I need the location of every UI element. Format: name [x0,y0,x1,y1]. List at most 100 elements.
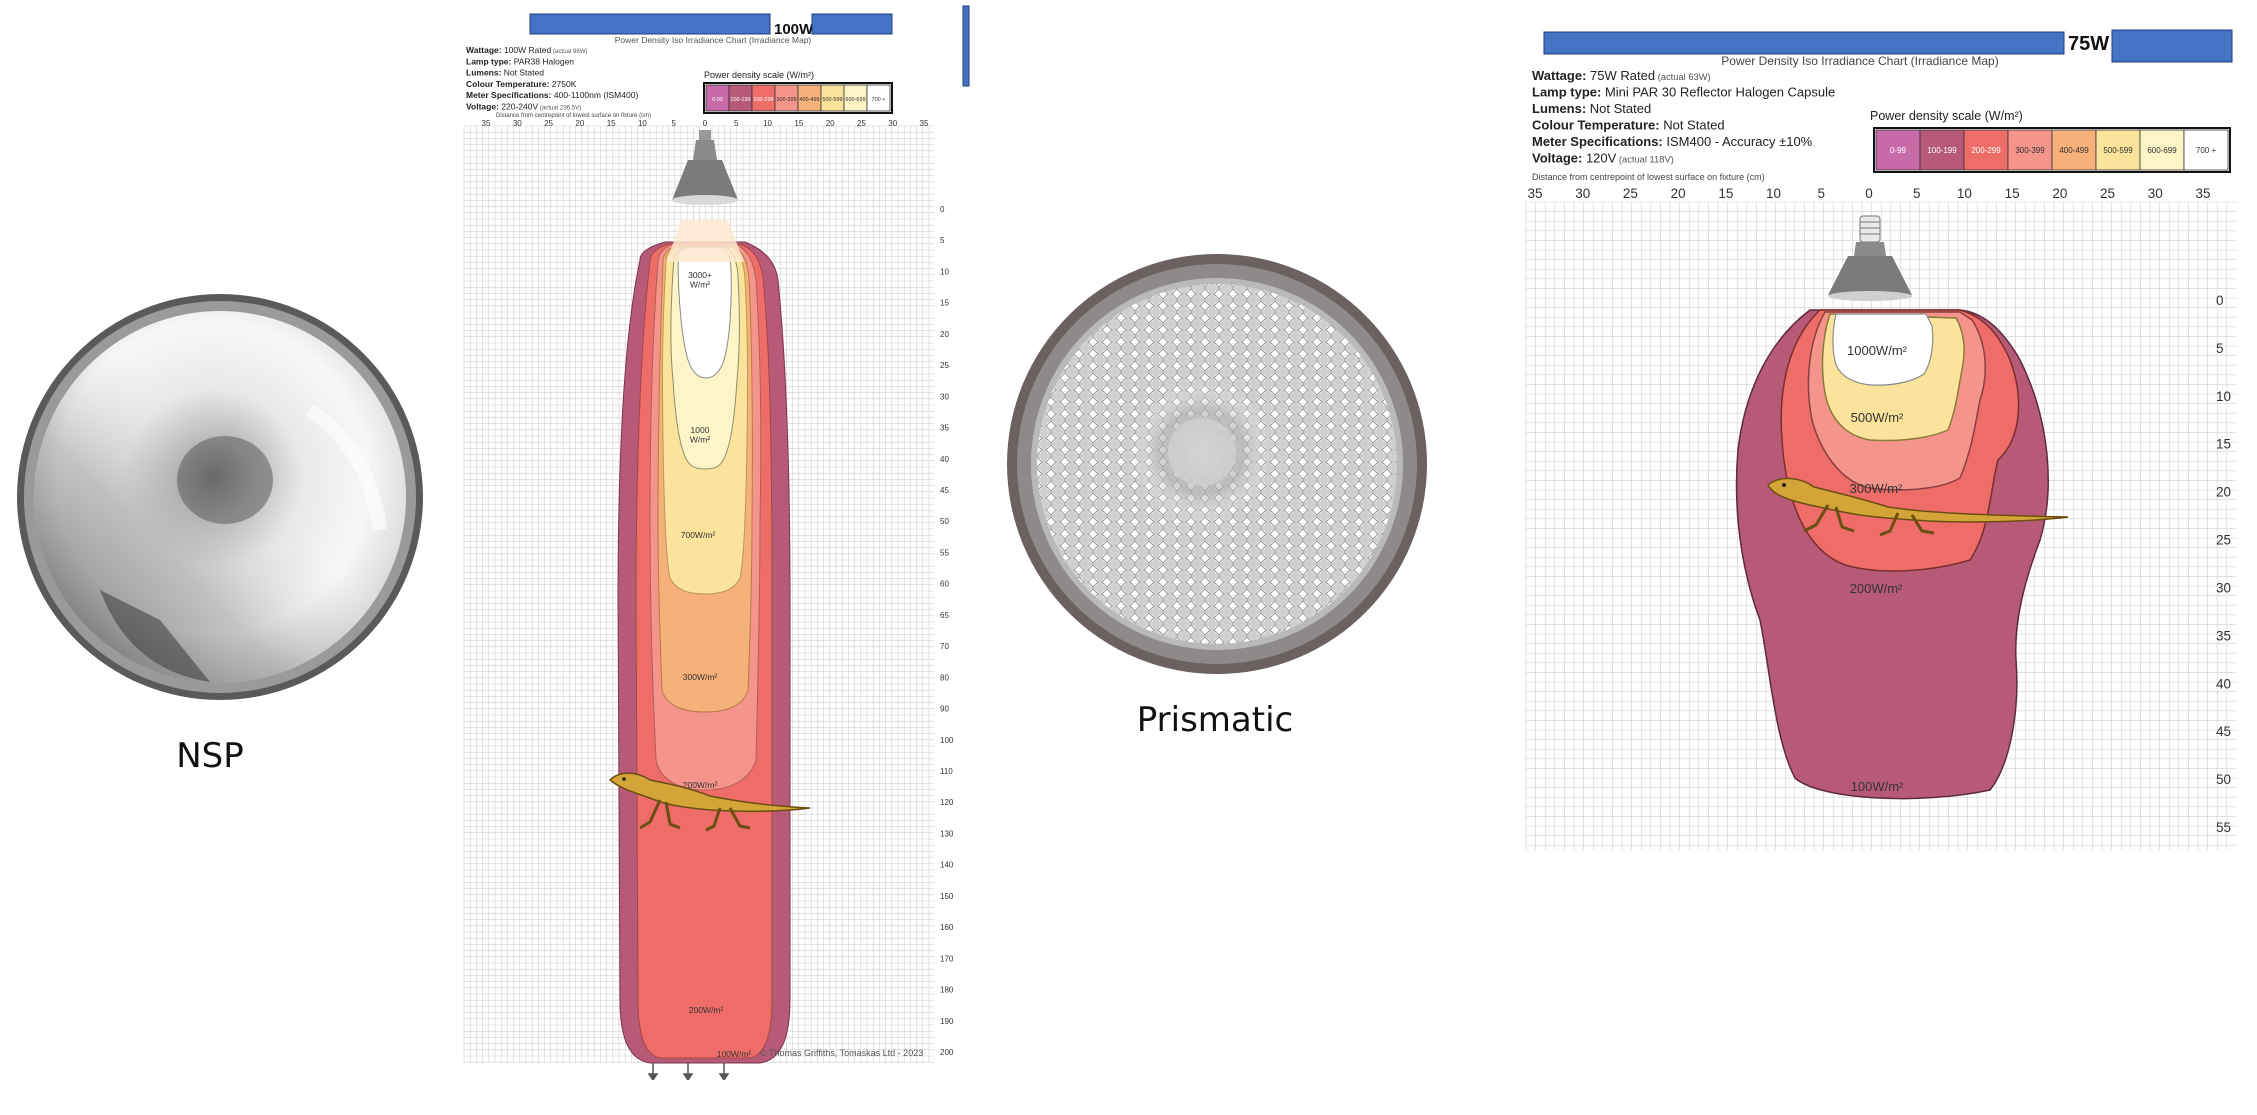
x-tick-label: 25 [2100,186,2115,201]
y-tick-label: 25 [2216,533,2231,548]
header-bar-left [529,13,771,35]
scale-label: 100-199 [1927,146,1957,155]
x-tick-label: 30 [888,119,897,128]
scale-label: 100-199 [730,97,750,103]
scale-label: 200-299 [753,97,773,103]
zone-label: 100W/m² [717,1049,752,1059]
x-tick-label: 35 [1527,186,1542,201]
x-tick-label: 25 [544,119,553,128]
y-tick-label: 5 [940,236,945,245]
y-tick-label: 15 [2216,437,2231,452]
y-tick-label: 20 [940,330,949,339]
y-tick-label: 150 [940,892,954,901]
y-tick-label: 50 [940,517,949,526]
scale-label: 500-599 [822,97,842,103]
x-axis-ticks: 35 30 25 20 15 10 5 0 5 10 15 20 25 30 35 [1527,186,2210,201]
scale-label: 500-599 [2103,146,2133,155]
scale-swatch [866,84,891,112]
spec-row: Voltage: 120V (actual 118V) [1532,151,1674,166]
scale-label: 600-699 [845,97,865,103]
y-tick-label: 40 [940,455,949,464]
scale-swatch [1963,129,2009,171]
x-tick-label: 15 [2005,186,2020,201]
zone-label: 200W/m² [683,780,718,790]
x-tick-label: 25 [857,119,866,128]
lamp-fixture-icon [1828,215,1912,301]
chart-title: Power Density Iso Irradiance Chart (Irra… [615,35,812,45]
y-tick-label: 90 [940,705,949,714]
scale-title: Power density scale (W/m²) [1870,109,2023,123]
spec-list: Wattage: 75W Rated (actual 63W) Lamp type… [1532,68,1835,166]
y-tick-label: 130 [940,829,954,838]
x-tick-label: 10 [638,119,647,128]
spec-row: Colour Temperature: 2750K [466,79,577,89]
nsp-bulb-photo [17,294,423,700]
irradiance-zones [1735,309,2049,800]
zone-label: 700W/m² [681,530,716,540]
x-tick-label: 5 [1818,186,1826,201]
y-tick-label: 40 [2216,676,2231,691]
y-tick-label: 80 [940,673,949,682]
y-tick-label: 10 [2216,389,2231,404]
chart-title: Power Density Iso Irradiance Chart (Irra… [1721,54,1998,68]
y-axis-ticks: 0 5 10 15 20 25 30 35 40 45 50 55 [2216,293,2231,835]
y-tick-label: 50 [2216,772,2231,787]
scale-swatch [2139,129,2185,171]
prismatic-bulb-photo [1007,254,1427,674]
scale-label: 700 + [2196,146,2217,155]
scale-label: 0-99 [712,97,723,103]
x-tick-label: 35 [2195,186,2210,201]
y-tick-label: 100 [940,736,954,745]
y-tick-label: 200 [940,1048,954,1057]
y-axis-ticks: 0 5 10 15 20 25 30 35 40 45 50 55 60 65 70 80 90 100 110 12… [940,205,954,1057]
y-tick-label: 110 [940,767,953,776]
irradiance-chart-75w: 75W Power Density Iso Irradiance Chart (… [1525,29,2236,850]
x-axis-ticks: 35 30 25 20 15 10 5 0 5 10 15 20 25 30 35 [482,119,929,128]
wattage-badge: 75W [2068,33,2109,55]
y-tick-label: 10 [940,267,949,276]
spec-row: Wattage: 75W Rated (actual 63W) [1532,68,1711,83]
zone-label: W/m² [690,279,710,289]
edge-bar [962,5,970,87]
y-tick-label: 55 [940,548,949,557]
scale-label: 700 + [872,97,886,103]
x-tick-label: 30 [513,119,522,128]
x-tick-label: 20 [2052,186,2067,201]
scale-label: 300-399 [2015,146,2045,155]
irradiance-zones [617,220,791,1064]
y-tick-label: 25 [940,361,949,370]
scale-label: 400-499 [799,97,819,103]
x-tick-label: 25 [1623,186,1638,201]
y-tick-label: 170 [940,954,954,963]
y-tick-label: 190 [940,1017,954,1026]
x-tick-label: 20 [826,119,835,128]
spec-row: Colour Temperature: Not Stated [1532,118,1725,133]
y-tick-label: 180 [940,986,954,995]
nsp-caption: NSP [176,736,244,776]
zone-label: 200W/m² [1850,581,1903,596]
scale-swatch [1919,129,1965,171]
zone-label: 1000W/m² [1847,343,1908,358]
y-tick-label: 35 [2216,628,2231,643]
y-tick-label: 35 [940,424,949,433]
spec-row: Meter Specifications: ISM400 - Accuracy … [1532,134,1813,149]
y-tick-label: 0 [940,205,945,214]
y-tick-label: 30 [2216,580,2231,595]
x-tick-label: 20 [575,119,584,128]
header-bar-right [811,13,893,35]
x-tick-label: 0 [1865,186,1873,201]
zone-labels: 1000W/m² 500W/m² 300W/m² 200W/m² 100W/m² [1847,343,1908,794]
x-tick-label: 30 [2148,186,2163,201]
copyright-credit: © Thomas Griffiths, Tomaskas Ltd - 2023 [760,1048,923,1058]
x-tick-label: 5 [671,119,676,128]
x-tick-label: 35 [920,119,929,128]
scale-swatch [2183,129,2229,171]
spec-row: Lumens: Not Stated [1532,101,1651,116]
irradiance-chart-100w: 100W Power Density Iso Irradiance Chart … [463,5,970,1080]
spec-row: Lumens: Not Stated [466,68,544,78]
zone-label: 500W/m² [1851,410,1904,425]
y-tick-label: 65 [940,611,949,620]
lamp-fixture-icon [672,130,738,205]
zone-labels: 3000+W/m²1000W/m²700W/m²300W/m²200W/m²20… [681,270,752,1059]
x-tick-label: 35 [482,119,491,128]
